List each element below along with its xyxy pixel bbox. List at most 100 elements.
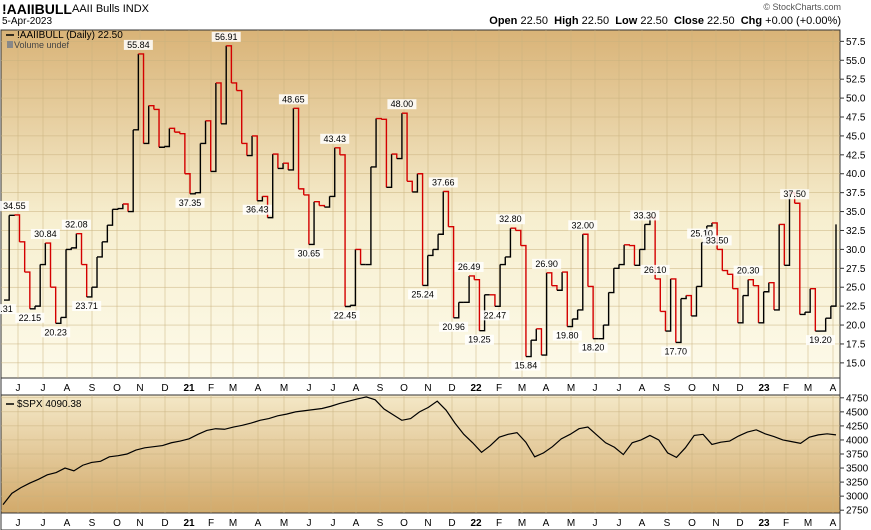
panel-1-line-segment (314, 201, 320, 206)
panel-2-x-tick-label: M (280, 518, 288, 529)
panel-1-x-tick-label: A (64, 383, 71, 394)
panel-1-line-segment (205, 120, 212, 172)
panel-1-line-segment (381, 118, 388, 188)
panel-1-x-tick-label: 22 (470, 383, 482, 394)
panel-1-line-segment (525, 340, 532, 358)
price-label-background (123, 39, 153, 50)
panel-1-line-segment (148, 104, 155, 110)
price-label: 22.47 (484, 310, 507, 320)
panel-1-line-segment (179, 132, 186, 174)
panel-2-x-tick-label: F (783, 518, 789, 529)
panel-1-line-segment (365, 166, 372, 266)
panel-1-line-segment (195, 143, 202, 194)
panel-1-line-segment (515, 229, 522, 246)
chart-date: 5-Apr-2023 (2, 16, 53, 27)
price-label: 36.43 (246, 205, 269, 215)
panel-1-line-segment (241, 142, 248, 156)
panel-2-x-tick-label: D (161, 518, 168, 529)
ohlc-readout: Open 22.50 High 22.50 Low 22.50 Close 22… (489, 15, 841, 27)
panel-1-line-segment (500, 256, 506, 266)
price-label: 15.84 (515, 361, 538, 371)
panel-1-line-segment (737, 295, 744, 324)
panel-1-line-segment (799, 312, 806, 316)
panel-1-x-tick-label: F (496, 383, 502, 394)
panel-1-y-tick-label: 40.0 (846, 169, 866, 180)
panel-1-line-segment (45, 242, 52, 288)
panel-1-line-segment (572, 309, 579, 320)
panel-1-x-tick-label: A (639, 383, 646, 394)
panel-1-line-segment (443, 190, 450, 227)
panel-2-x-tick-label: O (400, 518, 408, 529)
panel-1-line-segment (520, 244, 527, 357)
chg-value: +0.00 (+0.00%) (765, 15, 841, 27)
price-label-background (0, 200, 29, 211)
panel-1-line-segment (742, 279, 749, 297)
panel-1-line-segment (370, 118, 377, 168)
panel-1-line-segment (613, 264, 620, 270)
panel-1-line-segment (252, 135, 258, 201)
panel-1-line-segment (820, 318, 827, 332)
panel-2-x-tick-label: A (255, 518, 262, 529)
price-label: 48.65 (282, 94, 305, 104)
panel-1-x-tick-label: M (804, 383, 812, 394)
panel-1-x-tick-label: J (41, 383, 46, 394)
price-label: 56.91 (215, 32, 238, 42)
chg-label: Chg (740, 15, 763, 27)
price-label-background (630, 210, 660, 221)
panel-2-x-tick-label: F (496, 518, 502, 529)
panel-1-x-tick-label: D (448, 383, 455, 394)
panel-1-x-tick-label: A (353, 383, 360, 394)
panel-1-line-segment (97, 241, 103, 258)
panel-1-line-segment (159, 146, 165, 148)
panel-1-line-segment (691, 286, 698, 317)
panel-1-line-segment (830, 224, 837, 307)
panel-1-line-segment (624, 244, 630, 246)
price-label-background (733, 265, 763, 276)
panel-1-line-segment (763, 282, 770, 293)
panel-2-x-tick-label: S (377, 518, 384, 529)
panel-1-line-segment (215, 82, 222, 124)
panel-1-line-segment (505, 228, 512, 258)
panel-2-y-tick-label: 4750 (846, 393, 869, 404)
price-label: 32.08 (65, 220, 88, 230)
panel-1-line-segment (288, 108, 295, 171)
panel-1-line-segment (102, 225, 109, 243)
panel-1-line-segment (355, 248, 362, 265)
panel-1-line-segment (76, 232, 83, 265)
panel-1-x-tick-label: S (664, 383, 671, 394)
price-label-background (330, 310, 360, 321)
panel-1-line-segment (696, 242, 703, 288)
panel-1-x-tick-label: J (16, 383, 21, 394)
panel-1-line-segment (40, 243, 47, 266)
price-label: 22.15 (19, 313, 42, 323)
panel-2-x-tick-label: M (518, 518, 526, 529)
price-label: 37.50 (783, 189, 806, 199)
panel-1-line-segment (474, 278, 481, 331)
panel-1-x-tick-label: M (229, 383, 237, 394)
panel-1-x-tick-label: S (377, 383, 384, 394)
panel-2-x-tick-label: A (543, 518, 550, 529)
panel-2-y-tick-label: 3750 (846, 450, 869, 461)
panel-1-line-segment (603, 292, 610, 326)
panel-1-line-segment (231, 82, 238, 91)
panel-1-line-segment (556, 272, 563, 291)
panel-1-line-segment (536, 328, 543, 356)
panel-1-line-segment (257, 196, 264, 202)
panel-1-line-segment (277, 163, 284, 170)
panel-2-x-tick-label: A (353, 518, 360, 529)
panel-1-line-segment (732, 288, 739, 323)
panel-1-line-segment (60, 249, 67, 319)
panel-1-x-tick-label: F (783, 383, 789, 394)
panel-1-line-segment (768, 281, 775, 310)
panel-2-x-tick-label: M (229, 518, 237, 529)
price-label-background (480, 310, 510, 321)
panel-1-line-segment (169, 127, 176, 133)
price-label: 55.84 (127, 40, 150, 50)
panel-1-x-tick-label: 23 (758, 383, 770, 394)
panel-2-x-tick-label: S (664, 518, 671, 529)
panel-2-y-tick-label: 4000 (846, 435, 869, 446)
low-label: Low (615, 15, 638, 27)
price-label: 30.84 (34, 229, 57, 239)
volume-icon (7, 41, 13, 48)
